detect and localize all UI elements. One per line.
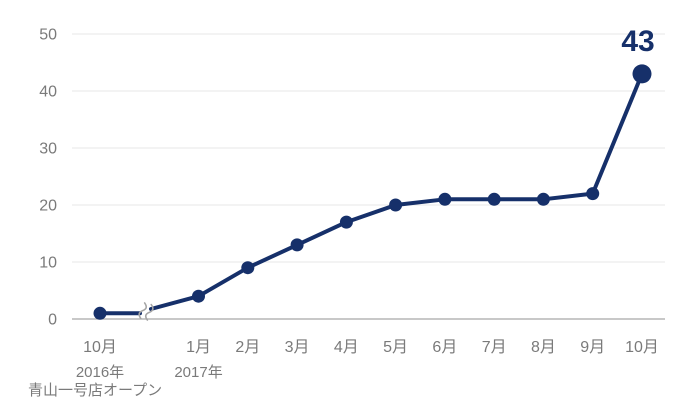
y-tick-label-30: 30: [39, 141, 57, 158]
axis-break-icon: [138, 302, 154, 321]
max-data-label: 43: [621, 25, 655, 58]
data-point-3: [290, 238, 304, 252]
y-tick-label-40: 40: [39, 84, 57, 101]
year-label-1: 2017年: [174, 364, 222, 381]
axis-break-squiggle-0: [138, 302, 148, 320]
data-point-1: [192, 289, 205, 303]
y-tick-label-50: 50: [39, 27, 57, 44]
y-tick-label-0: 0: [48, 312, 57, 329]
data-point-5: [389, 198, 403, 212]
data-point-4: [339, 215, 353, 229]
x-tick-label-6: 6月: [432, 339, 457, 356]
data-point-0: [93, 306, 107, 320]
data-point-2: [241, 261, 255, 275]
data-point-6: [438, 192, 452, 206]
x-tick-label-4: 4月: [334, 339, 359, 356]
series-line: [149, 71, 644, 311]
annotation-aoyama-store-open: 青山一号店オープン: [28, 382, 163, 399]
y-tick-label-10: 10: [39, 255, 57, 272]
x-tick-label-0: 10月: [83, 339, 117, 356]
axis-break-squiggle-1: [144, 303, 154, 321]
data-point-7: [487, 192, 501, 206]
x-tick-label-7: 7月: [482, 339, 507, 356]
year-label-0: 2016年: [76, 364, 124, 381]
x-tick-label-9: 9月: [580, 339, 605, 356]
x-tick-label-3: 3月: [285, 339, 310, 356]
y-tick-label-20: 20: [39, 198, 57, 215]
x-tick-label-8: 8月: [531, 339, 556, 356]
data-point-10: [632, 64, 652, 84]
x-tick-label-1: 1月: [186, 339, 211, 356]
x-tick-label-10: 10月: [625, 339, 659, 356]
data-point-8: [536, 192, 550, 206]
x-tick-label-5: 5月: [383, 339, 408, 356]
data-point-9: [586, 187, 600, 201]
x-tick-label-2: 2月: [235, 339, 260, 356]
